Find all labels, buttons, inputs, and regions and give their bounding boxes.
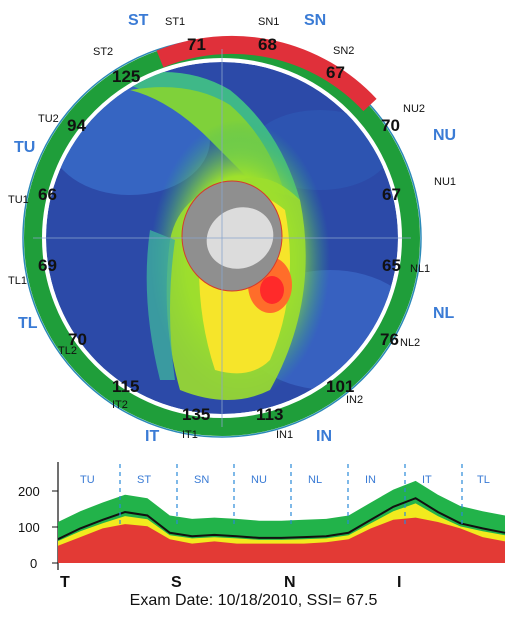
value-tu1: 66 [38, 185, 57, 204]
value-sn1: 68 [258, 35, 277, 54]
label-in2: IN2 [346, 394, 363, 406]
sector-nl: NL [433, 305, 455, 322]
abnormal-band-red [58, 517, 505, 563]
patient-thickness-line [57, 497, 506, 541]
tsnit-x-labels: T S N I [60, 574, 401, 591]
sector-nu: NU [433, 127, 456, 144]
chart-label-st: ST [137, 474, 151, 486]
value-tu2: 94 [67, 116, 86, 135]
label-tl2: TL2 [58, 345, 77, 357]
sector-st: ST [128, 12, 149, 29]
chart-sector-labels: TU ST SN NU NL IN IT TL [80, 474, 490, 486]
sector-dividers [119, 464, 463, 525]
x-label-s: S [171, 574, 182, 591]
sector-sn: SN [304, 12, 326, 29]
exam-date-text: Exam Date: 10/18/2010, SSI= 67.5 [129, 592, 378, 609]
label-nl2: NL2 [400, 337, 420, 349]
chart-label-nl: NL [308, 474, 322, 486]
label-sn1: SN1 [258, 16, 279, 28]
value-st1: 71 [187, 35, 206, 54]
sector-tl: TL [18, 315, 38, 332]
label-tu2: TU2 [38, 113, 59, 125]
value-tl2: 70 [68, 330, 87, 349]
value-it1: 135 [182, 405, 210, 424]
y-label-200: 200 [18, 484, 40, 499]
sector-it: IT [145, 428, 159, 445]
x-label-n: N [284, 574, 296, 591]
value-nl2: 76 [380, 330, 399, 349]
tsnit-bands [57, 480, 506, 563]
value-st2: 125 [112, 67, 140, 86]
value-nl1: 65 [382, 256, 401, 275]
value-in1: 113 [256, 405, 283, 424]
value-nu1: 67 [382, 185, 401, 204]
clock-labels: ST1 SN1 ST2 SN2 TU2 NU2 TU1 NU1 TL1 NL1 … [8, 16, 456, 441]
chart-label-nu: NU [251, 474, 267, 486]
chart-label-tu: TU [80, 474, 95, 486]
label-nu2: NU2 [403, 103, 425, 115]
value-sn2: 67 [326, 63, 345, 82]
x-label-t: T [60, 574, 70, 591]
value-in2: 101 [326, 377, 354, 396]
sector-in: IN [316, 428, 332, 445]
label-st1: ST1 [165, 16, 185, 28]
value-tl1: 69 [38, 256, 57, 275]
label-nl1: NL1 [410, 263, 430, 275]
label-tu1: TU1 [8, 194, 29, 206]
y-label-100: 100 [18, 520, 40, 535]
x-label-i: I [397, 574, 401, 591]
abnormal-ring-segment [156, 35, 377, 112]
value-nu2: 70 [381, 116, 400, 135]
label-nu1: NU1 [434, 176, 456, 188]
sector-labels: ST SN TU NU TL NL IT IN [14, 12, 456, 445]
label-tl1: TL1 [8, 275, 27, 287]
label-in1: IN1 [276, 429, 293, 441]
chart-label-tl: TL [477, 474, 490, 486]
ring-values: 71 68 67 125 94 70 66 67 69 65 70 76 115… [38, 35, 401, 424]
label-it2: IT2 [112, 399, 128, 411]
chart-label-in: IN [365, 474, 376, 486]
y-label-0: 0 [30, 556, 37, 571]
chart-label-sn: SN [194, 474, 209, 486]
value-it2: 115 [112, 377, 139, 396]
sector-tu: TU [14, 139, 35, 156]
tsnit-chart: 200 100 0 TU ST SN NU NL IN IT TL T S N [18, 462, 506, 591]
label-it1: IT1 [182, 429, 198, 441]
label-st2: ST2 [93, 46, 113, 58]
label-sn2: SN2 [333, 45, 354, 57]
chart-label-it: IT [422, 474, 432, 486]
